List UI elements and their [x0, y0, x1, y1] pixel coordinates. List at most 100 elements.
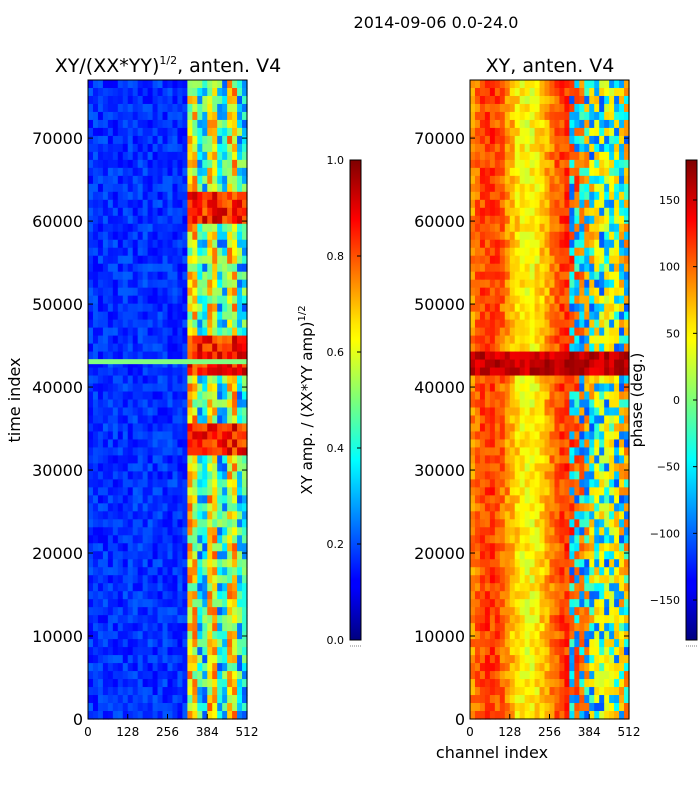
heatmap-cell	[157, 303, 164, 313]
heatmap-cell	[534, 407, 541, 417]
heatmap-cell	[564, 127, 570, 137]
heatmap-cell	[172, 119, 179, 129]
heatmap-cell	[227, 703, 233, 712]
heatmap-cell	[107, 119, 114, 129]
heatmap-cell	[187, 263, 193, 273]
heatmap-cell	[564, 511, 570, 520]
heatmap-cell	[509, 167, 516, 177]
heatmap-cell	[619, 87, 625, 97]
heatmap-cell	[589, 527, 595, 536]
heatmap-cell	[172, 647, 179, 656]
amplitude-colorbar-gradient	[349, 159, 362, 641]
heatmap-cell	[187, 711, 193, 720]
heatmap-cell	[202, 615, 208, 624]
heatmap-cell	[554, 359, 561, 369]
heatmap-cell	[207, 439, 213, 449]
heatmap-cell	[534, 391, 541, 401]
heatmap-cell	[594, 495, 600, 504]
heatmap-cell	[599, 487, 605, 496]
heatmap-cell	[212, 519, 218, 528]
heatmap-cell	[88, 231, 94, 241]
heatmap-cell	[529, 127, 536, 137]
heatmap-cell	[112, 447, 119, 457]
heatmap-cell	[212, 80, 218, 89]
heatmap-cell	[489, 415, 496, 425]
heatmap-cell	[539, 111, 546, 121]
heatmap-cell	[484, 207, 491, 217]
heatmap-cell	[217, 439, 223, 449]
heatmap-cell	[117, 615, 124, 624]
heatmap-cell	[534, 367, 541, 377]
heatmap-cell	[152, 647, 159, 656]
heatmap-cell	[554, 343, 561, 353]
heatmap-cell	[157, 279, 164, 289]
heatmap-cell	[102, 519, 109, 528]
heatmap-cell	[509, 423, 516, 433]
heatmap-cell	[569, 80, 575, 89]
heatmap-cell	[539, 503, 546, 512]
heatmap-cell	[112, 303, 119, 313]
heatmap-cell	[97, 215, 104, 225]
heatmap-cell	[182, 279, 188, 289]
heatmap-cell	[574, 551, 580, 560]
heatmap-cell	[624, 87, 630, 97]
heatmap-cell	[609, 103, 615, 113]
heatmap-cell	[489, 527, 496, 536]
heatmap-cell	[157, 687, 164, 696]
heatmap-cell	[157, 647, 164, 656]
heatmap-cell	[142, 423, 149, 433]
heatmap-cell	[157, 383, 164, 393]
heatmap-cell	[137, 159, 144, 169]
heatmap-cell	[564, 223, 570, 233]
heatmap-cell	[474, 207, 481, 217]
heatmap-cell	[584, 551, 590, 560]
heatmap-cell	[564, 455, 570, 464]
heatmap-cell	[584, 463, 590, 472]
heatmap-cell	[157, 407, 164, 417]
heatmap-cell	[579, 191, 585, 201]
heatmap-cell	[227, 223, 233, 233]
heatmap-cell	[177, 87, 184, 97]
heatmap-cell	[107, 431, 114, 441]
heatmap-cell	[167, 439, 174, 449]
heatmap-cell	[554, 119, 561, 129]
heatmap-cell	[112, 663, 119, 672]
heatmap-cell	[544, 591, 551, 600]
heatmap-cell	[147, 599, 154, 608]
heatmap-cell	[474, 655, 481, 664]
heatmap-cell	[97, 607, 104, 616]
heatmap-cell	[499, 567, 506, 576]
heatmap-cell	[177, 263, 184, 273]
heatmap-cell	[212, 95, 218, 105]
y-tick-label: 70000	[32, 129, 83, 148]
heatmap-cell	[554, 199, 561, 209]
heatmap-cell	[599, 295, 605, 305]
heatmap-cell	[207, 311, 213, 321]
heatmap-cell	[227, 111, 233, 121]
heatmap-cell	[88, 351, 94, 361]
heatmap-cell	[117, 415, 124, 425]
heatmap-cell	[574, 303, 580, 313]
heatmap-cell	[222, 399, 228, 409]
heatmap-cell	[619, 231, 625, 241]
heatmap-cell	[227, 463, 233, 472]
heatmap-cell	[544, 359, 551, 369]
heatmap-cell	[589, 80, 595, 89]
heatmap-cell	[589, 623, 595, 632]
heatmap-cell	[217, 111, 223, 121]
heatmap-cell	[117, 207, 124, 217]
heatmap-cell	[599, 383, 605, 393]
heatmap-cell	[474, 415, 481, 425]
heatmap-cell	[579, 407, 585, 417]
heatmap-cell	[112, 639, 119, 648]
heatmap-cell	[227, 663, 233, 672]
heatmap-cell	[192, 711, 198, 720]
heatmap-cell	[534, 551, 541, 560]
heatmap-cell	[599, 311, 605, 321]
heatmap-cell	[519, 567, 526, 576]
heatmap-cell	[569, 359, 575, 369]
heatmap-cell	[127, 391, 134, 401]
heatmap-cell	[152, 591, 159, 600]
heatmap-cell	[207, 319, 213, 329]
heatmap-cell	[594, 551, 600, 560]
